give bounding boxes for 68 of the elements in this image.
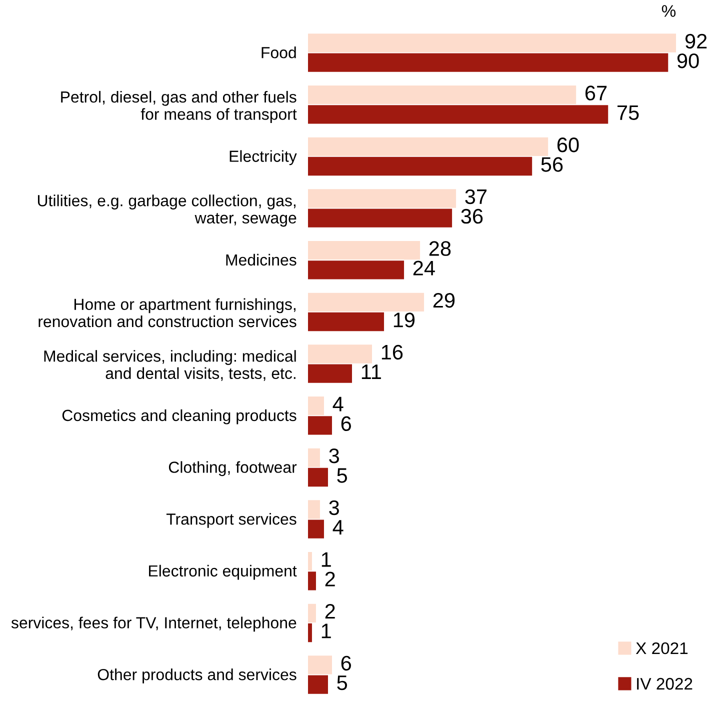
bar bbox=[308, 156, 532, 176]
bar bbox=[308, 53, 668, 72]
data-label: 16 bbox=[382, 344, 403, 360]
data-label: 4 bbox=[332, 396, 344, 412]
bar bbox=[308, 396, 324, 416]
bar bbox=[308, 656, 332, 674]
bar bbox=[308, 572, 316, 590]
y-tick-label: Clothing, footwear bbox=[168, 461, 297, 476]
bar bbox=[308, 364, 352, 383]
data-label: 19 bbox=[394, 312, 415, 328]
y-tick-label: Electronic equipment bbox=[149, 564, 297, 580]
y-tick-label: Transport services bbox=[166, 513, 296, 528]
bar bbox=[308, 86, 576, 104]
y-tick-label: Utilities, e.g. garbage collection, gas, water, sewage bbox=[38, 194, 296, 227]
data-label: 4 bbox=[332, 520, 344, 534]
data-label: 1 bbox=[322, 552, 331, 567]
bar bbox=[308, 344, 372, 364]
data-label: 2 bbox=[325, 604, 335, 619]
y-tick-label: Electricity bbox=[230, 150, 297, 166]
data-label: 1 bbox=[322, 624, 331, 638]
bar bbox=[308, 292, 424, 312]
data-label: 92 bbox=[685, 34, 707, 49]
text: % bbox=[662, 5, 676, 17]
bar bbox=[308, 34, 676, 52]
y-tick-label: Home or apartment furnishings, renovation and construction services bbox=[38, 298, 296, 328]
bar bbox=[308, 520, 324, 538]
bar bbox=[308, 552, 312, 571]
bar bbox=[308, 416, 332, 435]
data-label: 28 bbox=[429, 241, 451, 256]
bar bbox=[308, 448, 320, 467]
data-label: 60 bbox=[557, 138, 579, 152]
bar bbox=[308, 241, 420, 260]
data-label: 3 bbox=[329, 448, 339, 464]
data-label: 11 bbox=[362, 364, 381, 379]
legend-label: X 2021 bbox=[636, 642, 688, 654]
bar bbox=[308, 604, 316, 622]
y-tick-label: Medicines bbox=[226, 254, 296, 266]
data-label: 24 bbox=[413, 260, 435, 276]
data-label: 67 bbox=[585, 86, 607, 100]
data-label: 90 bbox=[677, 53, 699, 68]
bar bbox=[308, 468, 328, 487]
bar bbox=[308, 105, 608, 124]
bar bbox=[308, 189, 456, 208]
data-label: 5 bbox=[337, 468, 348, 483]
bar bbox=[308, 260, 404, 280]
y-tick-label: services, fees for TV, Internet, telephone bbox=[11, 616, 296, 632]
y-tick-label: Cosmetics and cleaning products bbox=[62, 409, 296, 424]
data-label: 29 bbox=[433, 293, 455, 308]
data-label: 37 bbox=[465, 189, 487, 204]
bar bbox=[308, 623, 312, 642]
bar bbox=[308, 500, 320, 519]
data-label: 5 bbox=[337, 676, 348, 690]
bar bbox=[308, 137, 548, 156]
data-label: 56 bbox=[541, 157, 563, 172]
legend-label: IV 2022 bbox=[637, 678, 692, 690]
data-label: 6 bbox=[341, 416, 351, 432]
y-tick-label: Petrol, diesel, gas and other fuels for means of transport bbox=[61, 90, 297, 124]
y-tick-label: Other products and services bbox=[98, 668, 296, 684]
bar bbox=[308, 208, 452, 228]
data-label: 2 bbox=[325, 572, 335, 586]
bar bbox=[308, 675, 328, 694]
data-label: 3 bbox=[329, 500, 339, 516]
y-tick-label: Food bbox=[262, 46, 296, 58]
data-label: 6 bbox=[341, 656, 351, 671]
bar bbox=[308, 312, 384, 332]
data-label: 36 bbox=[461, 208, 483, 224]
data-label: 75 bbox=[618, 105, 639, 120]
y-tick-label: Medical services, including: medical and dental visits, tests, etc. bbox=[44, 350, 296, 381]
